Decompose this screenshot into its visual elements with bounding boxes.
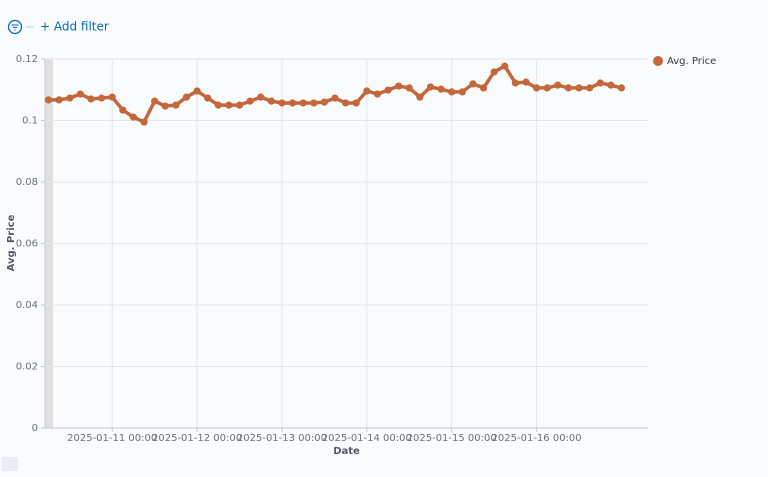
point [55, 96, 63, 104]
point [564, 84, 573, 92]
point [617, 84, 626, 92]
point [501, 62, 509, 70]
point [257, 93, 265, 101]
x-axis-title: Date [333, 446, 360, 457]
point [586, 84, 594, 92]
legend-toggle[interactable] [2, 457, 18, 471]
x-tick-label: 2025-01-14 00:00 [322, 433, 412, 444]
point [479, 84, 488, 92]
point [299, 99, 307, 107]
legend-marker [653, 56, 663, 66]
point [278, 99, 286, 107]
point [543, 84, 551, 92]
point [225, 101, 233, 109]
point [522, 78, 530, 86]
point [151, 97, 159, 105]
plot: 0 0.02 0.04 0.06 0.08 0.1 0.12 2025-01-11 00:00… [6, 54, 716, 457]
point [607, 81, 615, 89]
x-tick-label: 2025-01-15 00:00 [407, 433, 497, 444]
point [405, 84, 413, 92]
x-tick-label: 2025-01-16 00:00 [492, 433, 582, 444]
y-tick-label: 0.06 [16, 239, 38, 250]
y-tick-label: 0 [32, 423, 38, 434]
point [193, 87, 201, 95]
x-tick-label: 2025-01-11 00:00 [67, 433, 157, 444]
point [469, 80, 477, 88]
x-tick-label: 2025-01-13 00:00 [237, 433, 327, 444]
point [352, 99, 360, 107]
point [108, 93, 116, 101]
x-tick-label: 2025-01-12 00:00 [152, 433, 242, 444]
point [87, 95, 95, 103]
point [267, 97, 275, 105]
point [575, 84, 583, 92]
point [140, 118, 148, 126]
y-tick-label: 0.02 [16, 362, 38, 373]
point [214, 101, 222, 109]
point [97, 94, 106, 102]
point [204, 94, 212, 102]
point [426, 83, 435, 91]
legend-label: Avg. Price [667, 56, 716, 67]
point [532, 84, 541, 92]
point [288, 99, 297, 107]
filter-icon[interactable] [7, 19, 23, 35]
point [66, 94, 74, 102]
point [161, 102, 169, 110]
point [416, 93, 424, 101]
point [235, 101, 244, 109]
point [182, 93, 191, 101]
point [44, 96, 53, 104]
point [320, 98, 328, 106]
point [129, 113, 138, 121]
point [554, 81, 562, 89]
point [246, 97, 254, 105]
point [458, 88, 466, 96]
point [172, 101, 180, 109]
point [76, 90, 84, 98]
point [373, 90, 382, 98]
y-tick-label: 0.12 [16, 54, 38, 65]
point [596, 79, 604, 87]
add-filter[interactable]: + Add filter [40, 20, 109, 34]
y-tick-label: 0.04 [16, 300, 38, 311]
point [363, 87, 371, 95]
point [448, 88, 456, 96]
line [48, 64, 622, 124]
point [490, 68, 498, 76]
y-tick-label: 0.1 [22, 116, 38, 127]
y-tick-label: 0.08 [16, 177, 38, 188]
point [310, 99, 318, 107]
point [342, 99, 350, 107]
y-axis-title: Avg. Price [6, 214, 17, 271]
point [511, 79, 519, 87]
point [331, 94, 339, 102]
point [437, 85, 445, 93]
point [119, 106, 127, 114]
point [395, 82, 403, 90]
point [384, 86, 392, 94]
